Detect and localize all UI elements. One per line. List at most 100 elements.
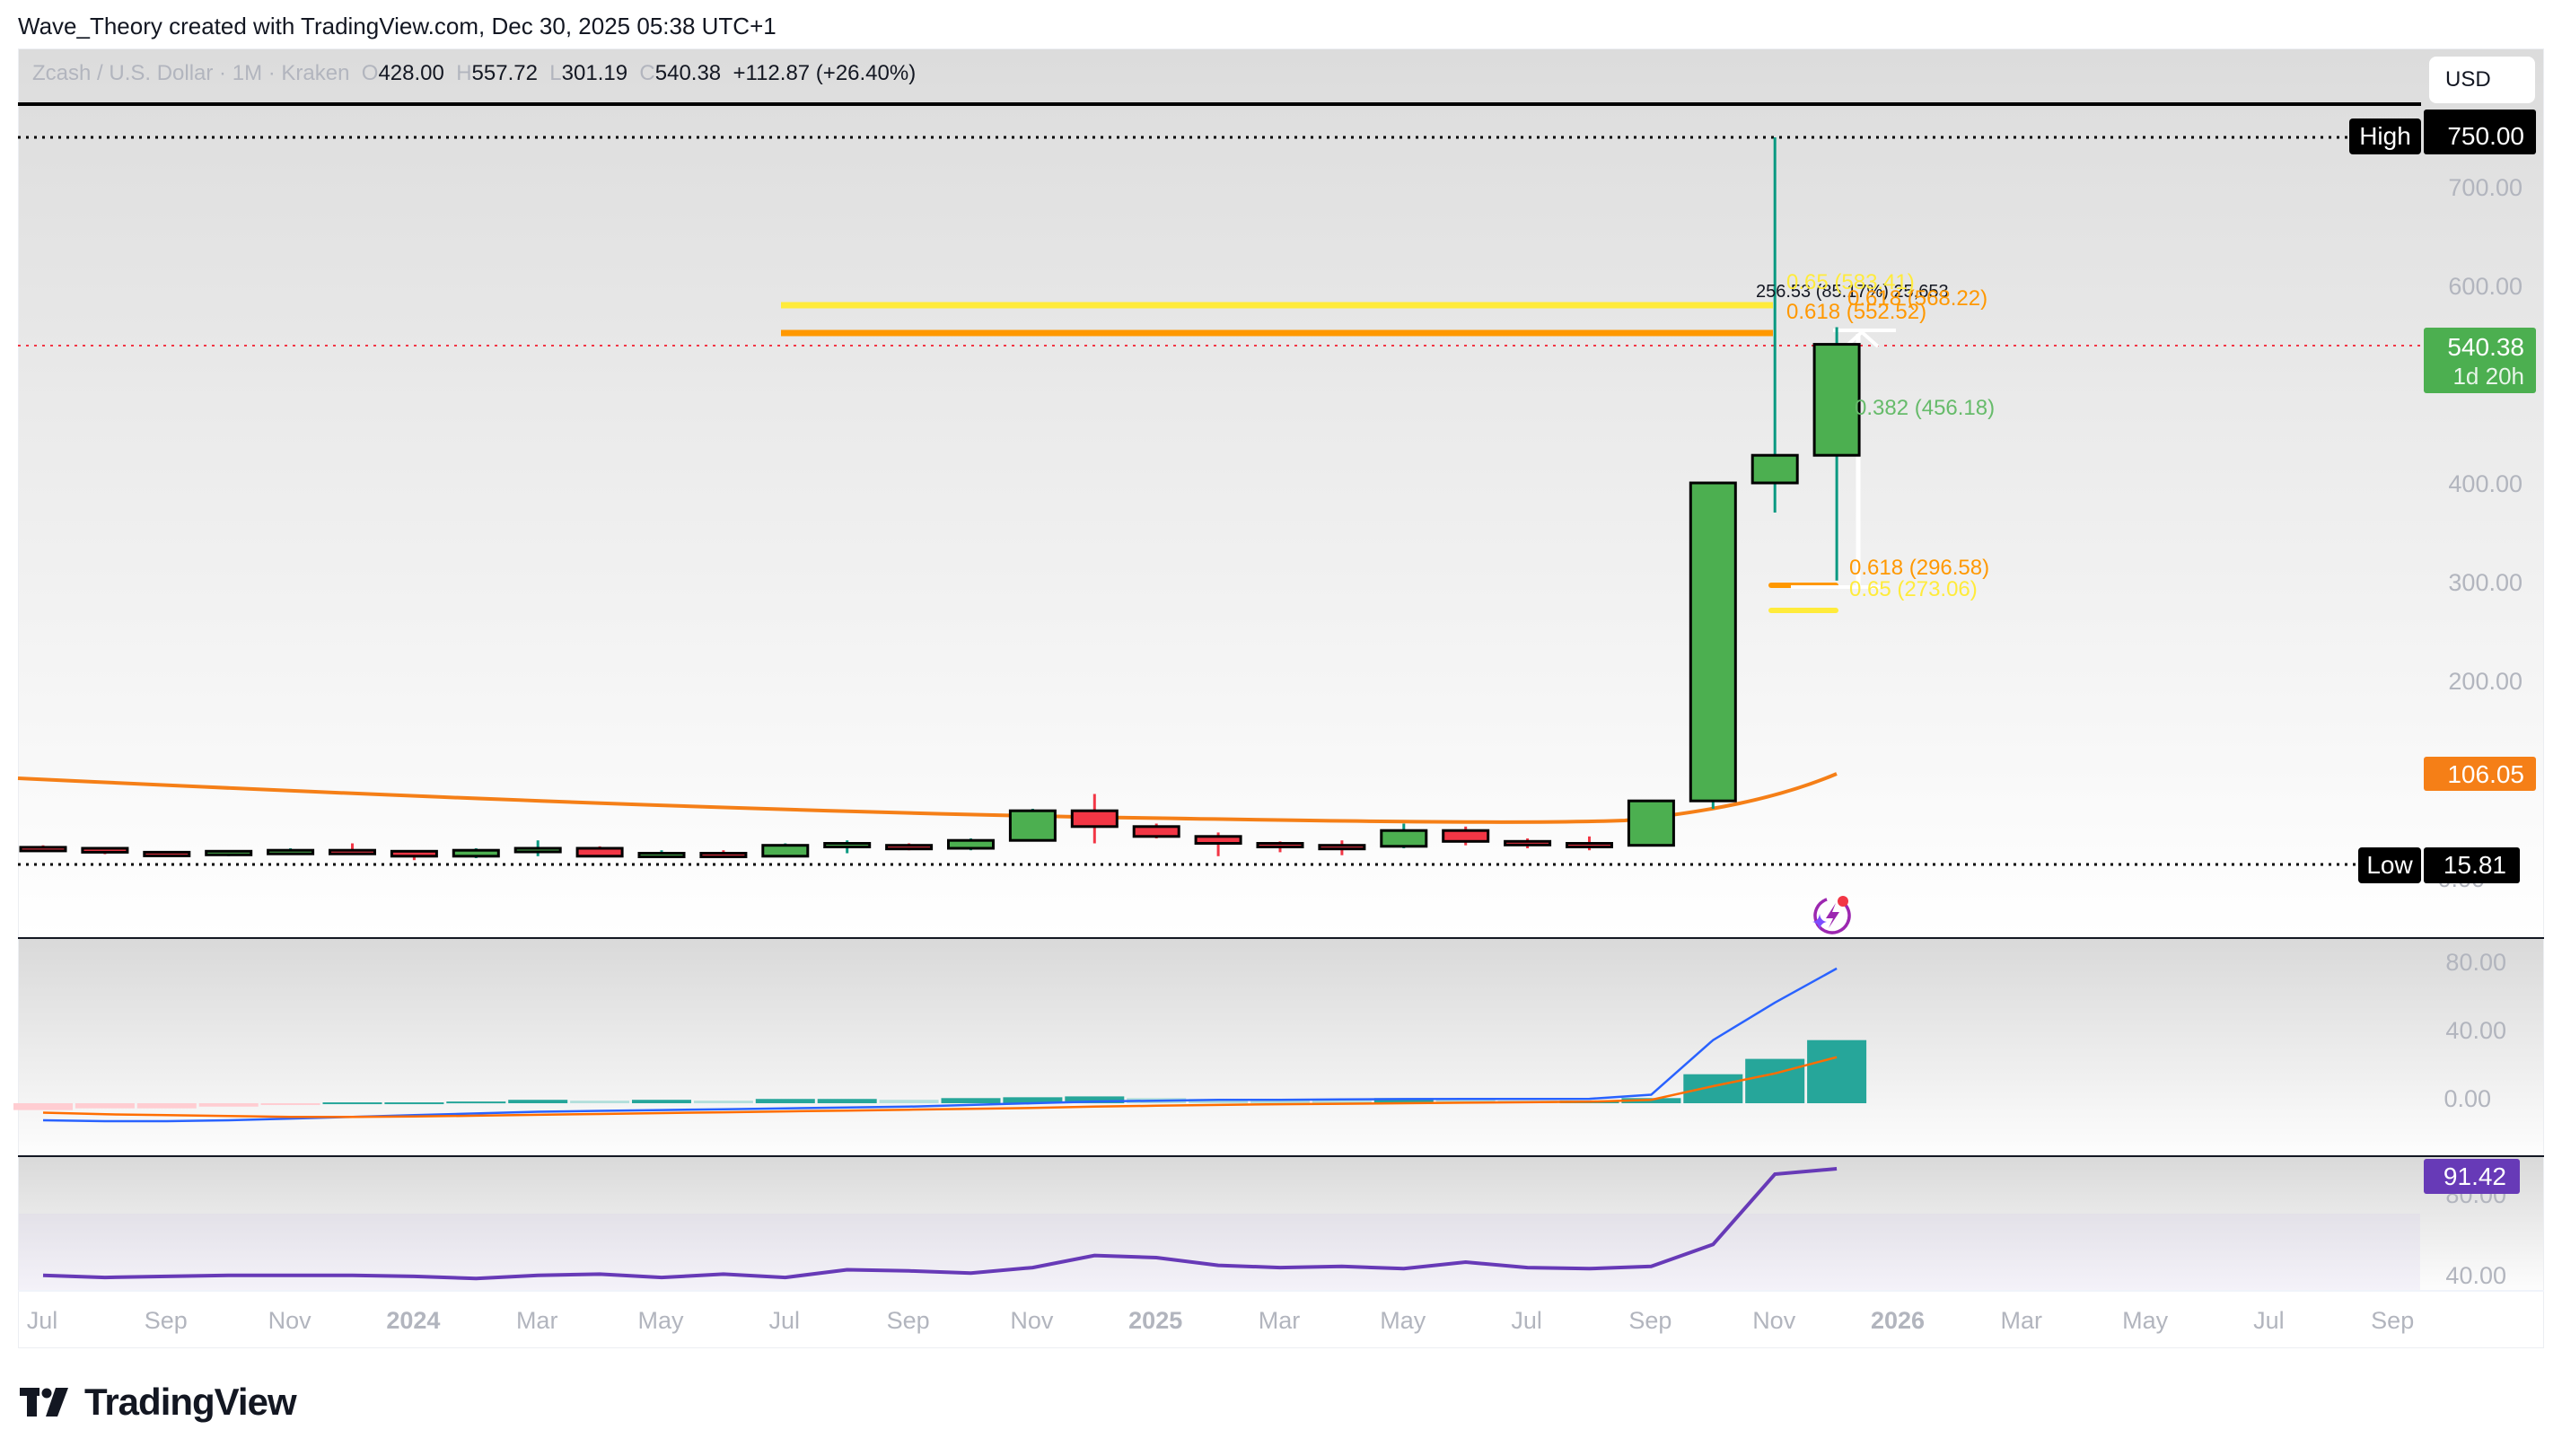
- time-tick: 2024: [386, 1307, 440, 1334]
- candle[interactable]: [452, 848, 500, 858]
- candle[interactable]: [761, 843, 810, 858]
- fib-label-065-top: 0.65 (583.41): [1786, 270, 1915, 294]
- macd-bar: [446, 1101, 506, 1104]
- low-badge: Low 15.81: [2358, 847, 2520, 883]
- macd-tick: 0.00: [2444, 1085, 2491, 1112]
- candle[interactable]: [1627, 799, 1675, 847]
- high-value: 557.72: [471, 61, 538, 85]
- time-tick: Jul: [769, 1307, 801, 1334]
- time-axis[interactable]: Jul Sep Nov 2024 Mar May Jul Sep Nov 2025 Mar May Ju…: [27, 1307, 2414, 1334]
- macd-bar: [693, 1101, 753, 1103]
- time-tick: May: [637, 1307, 684, 1334]
- low-label: Low: [2366, 851, 2413, 879]
- candle[interactable]: [205, 849, 253, 856]
- price-tick: 200.00: [2448, 668, 2523, 695]
- candle[interactable]: [575, 846, 624, 858]
- time-tick: Mar: [1259, 1307, 1301, 1334]
- price-tick: 700.00: [2448, 174, 2523, 201]
- macd-bar: [322, 1102, 382, 1105]
- macd-bar: [13, 1103, 73, 1110]
- time-tick: Sep: [1628, 1307, 1671, 1334]
- candle[interactable]: [1504, 838, 1552, 848]
- macd-bar: [1373, 1098, 1434, 1103]
- main-pane-bg: [19, 49, 2543, 938]
- candle[interactable]: [329, 843, 376, 855]
- chart-credit: Wave_Theory created with TradingView.com…: [18, 13, 776, 39]
- macd-bar: [1683, 1074, 1743, 1103]
- candle[interactable]: [81, 846, 129, 855]
- candle[interactable]: [143, 850, 191, 857]
- time-tick: Jul: [2253, 1307, 2285, 1334]
- time-tick: Mar: [516, 1307, 558, 1334]
- candle[interactable]: [19, 845, 67, 853]
- high-badge: High 750.00: [2349, 110, 2536, 154]
- macd-bar: [1065, 1096, 1125, 1103]
- ai-assistant-icon[interactable]: [1811, 894, 1855, 938]
- time-tick: Sep: [145, 1307, 188, 1334]
- time-tick: Sep: [2371, 1307, 2414, 1334]
- candle[interactable]: [1689, 481, 1737, 809]
- rsi-band: [19, 1214, 2420, 1291]
- measure-label: 256.53 (85.17%) 25,653: [1756, 282, 1949, 302]
- macd-bar: [136, 1103, 197, 1109]
- candle[interactable]: [513, 840, 562, 856]
- fib-label-065-bottom: 0.65 (273.06): [1849, 577, 1978, 601]
- macd-bar: [1003, 1097, 1063, 1103]
- time-tick: Mar: [2001, 1307, 2043, 1334]
- macd-bar: [260, 1103, 320, 1105]
- macd-bar: [75, 1103, 135, 1109]
- macd-bar: [508, 1100, 568, 1103]
- rsi-value: 91.42: [2444, 1162, 2506, 1190]
- macd-bar: [879, 1100, 939, 1103]
- candle[interactable]: [885, 843, 934, 851]
- candle[interactable]: [699, 850, 748, 858]
- candle[interactable]: [1008, 809, 1057, 842]
- open-label: O: [361, 61, 379, 85]
- candle[interactable]: [1318, 840, 1366, 855]
- candle[interactable]: [1750, 137, 1799, 513]
- macd-axis[interactable]: 80.00 40.00 0.00: [2444, 949, 2506, 1112]
- macd-bar: [1807, 1039, 1867, 1103]
- candle[interactable]: [637, 850, 686, 858]
- candle[interactable]: [947, 838, 995, 851]
- macd-bar: [1189, 1099, 1249, 1103]
- symbol-name[interactable]: Zcash / U.S. Dollar · 1M · Kraken: [32, 61, 350, 85]
- time-tick: Nov: [1752, 1307, 1796, 1334]
- candle[interactable]: [390, 849, 438, 861]
- price-tick: 600.00: [2448, 273, 2523, 300]
- candle[interactable]: [823, 840, 872, 854]
- signal-line: [42, 1056, 1838, 1118]
- rsi-line: [42, 1167, 1838, 1281]
- candle[interactable]: [1812, 327, 1861, 581]
- symbol-legend[interactable]: Zcash / U.S. Dollar · 1M · Kraken O428.0…: [32, 61, 916, 86]
- price-tick: 300.00: [2448, 569, 2523, 596]
- tradingview-logo[interactable]: TradingView: [20, 1381, 297, 1424]
- rsi-tick: 40.00: [2445, 1262, 2506, 1289]
- candle[interactable]: [1380, 823, 1428, 849]
- high-value: 750.00: [2447, 122, 2524, 150]
- tradingview-logo-text: TradingView: [84, 1381, 297, 1423]
- macd-tick: 80.00: [2445, 949, 2506, 976]
- candles: [19, 137, 1861, 861]
- candle[interactable]: [1194, 832, 1242, 856]
- close-label: C: [639, 61, 655, 85]
- close-value: 540.38: [654, 61, 722, 85]
- macd-bar: [755, 1099, 815, 1103]
- candle[interactable]: [1566, 836, 1613, 851]
- macd-bar: [817, 1099, 877, 1103]
- candle[interactable]: [1132, 823, 1180, 839]
- time-tick: 2025: [1128, 1307, 1182, 1334]
- fib-label-0618-top: 0.618 (552.52): [1786, 300, 1926, 324]
- candle[interactable]: [267, 848, 315, 855]
- time-tick: Nov: [1010, 1307, 1054, 1334]
- macd-tick: 40.00: [2445, 1017, 2506, 1044]
- candle-countdown: 1d 20h: [2452, 363, 2524, 390]
- currency-button[interactable]: USD: [2429, 57, 2535, 103]
- fib-label-0618b-top: 0.618 (568.22): [1847, 286, 1987, 311]
- rsi-badge: 91.42: [2424, 1159, 2520, 1194]
- candle[interactable]: [1256, 841, 1304, 853]
- macd-bar: [1312, 1101, 1372, 1103]
- candle[interactable]: [1070, 794, 1119, 844]
- candle[interactable]: [1442, 826, 1490, 846]
